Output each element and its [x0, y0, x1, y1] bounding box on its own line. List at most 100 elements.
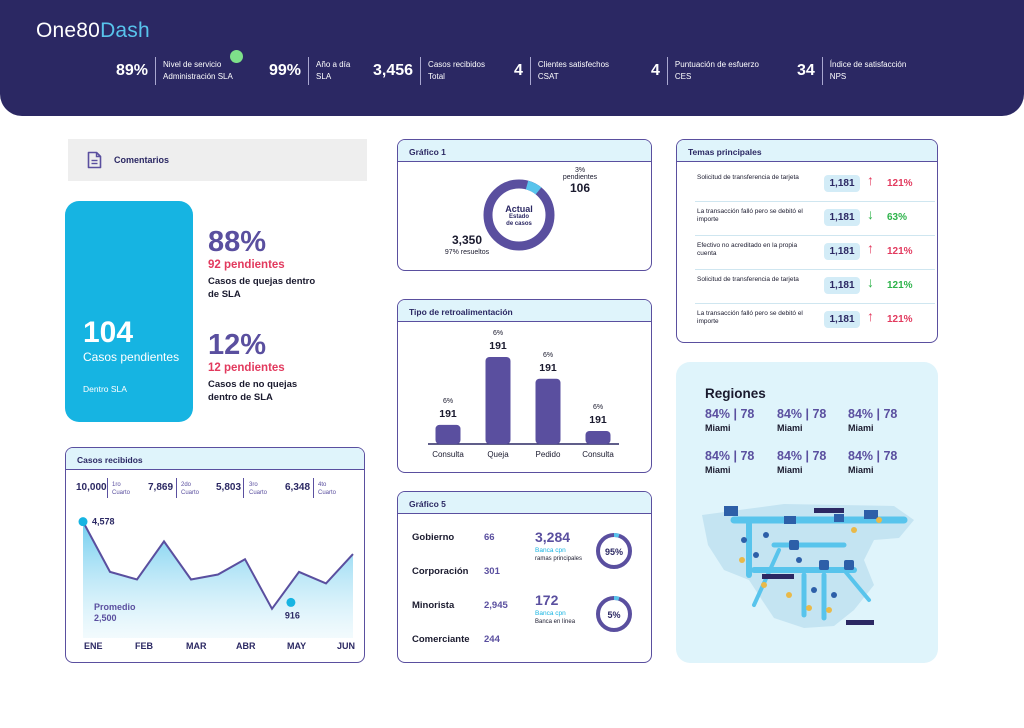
area-fill [83, 521, 353, 638]
comments-button[interactable]: Comentarios [68, 139, 367, 181]
topic-row[interactable]: Solicitud de transferencia de tarjeta 1,… [695, 270, 935, 304]
complaints-pending: 92 pendientes [208, 259, 285, 271]
app-logo[interactable]: One80Dash [36, 19, 150, 42]
kpi-service-level[interactable]: 89% Nivel de servicio Administración SLA [116, 56, 233, 86]
kpi-ces[interactable]: 4 Puntuación de esfuerzo CES [651, 56, 759, 86]
quarter-1-value: 10,000 [76, 482, 107, 493]
topic-count-pill: 1,181 [824, 243, 860, 260]
topic-row[interactable]: Efectivo no acreditado en la propia cuen… [695, 236, 935, 270]
sector-name-gobierno: Gobierno [412, 532, 455, 543]
bar-category-label: Queja [487, 450, 509, 459]
bar-category-label: Consulta [582, 450, 614, 459]
quarter-3-label: 3ro Cuarto [249, 482, 268, 496]
top-topics-title: Temas principales [677, 140, 937, 162]
resolved-slice-label: 3,350 97% resueltos [444, 233, 490, 256]
grafico-1-panel: Gráfico 1 Actual Estado de casos 3% pend… [397, 139, 652, 271]
bar-pct-label: 6% [443, 398, 453, 405]
comments-label: Comentarios [114, 155, 170, 165]
bar-category-label: Pedido [536, 450, 561, 459]
bar-value-label: 191 [439, 408, 457, 420]
channel-main-pct: 95% [604, 547, 623, 557]
region-item[interactable]: 84% | 78 Miami [705, 407, 755, 433]
arrow-up-icon: ↑ [867, 240, 874, 256]
feedback-type-panel: Tipo de retroalimentación 6% 191 Consulta 6… [397, 299, 652, 473]
channel-online: 172 Banca cpn Banca en línea [535, 592, 576, 625]
x-tick-mar: MAR [186, 641, 207, 651]
top-header: One80Dash 89% Nivel de servicio Administr… [0, 0, 1024, 116]
quarter-2-value: 7,869 [148, 482, 174, 493]
pending-label: Casos pendientes [83, 350, 180, 364]
kpi-csat[interactable]: 4 Clientes satisfechos CSAT [514, 56, 609, 86]
topic-row[interactable]: La transacción falló pero se debitó el i… [695, 202, 935, 236]
topic-row[interactable]: La transacción falló pero se debitó el i… [695, 304, 935, 338]
feedback-bar-chart: 6% 191 Consulta 6% 191 Queja 6% 191 Pedido 6% 191 C… [428, 330, 619, 459]
donut-resolved-slice [483, 179, 555, 251]
top-topics-panel: Temas principales Solicitud de transfere… [676, 139, 938, 343]
feedback-type-title: Tipo de retroalimentación [398, 300, 651, 322]
grafico-5-title: Gráfico 5 [398, 492, 651, 514]
point-label: 4,578 [92, 517, 115, 527]
complaints-block: 88% 92 pendientes Casos de quejas dentro… [208, 227, 328, 301]
topic-count-pill: 1,181 [824, 209, 860, 226]
kpi-nps[interactable]: 34 Índice de satisfacción NPS [797, 56, 906, 86]
bar-pct-label: 6% [543, 352, 553, 359]
arrow-up-icon: ↑ [867, 172, 874, 188]
cases-received-title: Casos recibidos [66, 448, 364, 470]
grafico-1-title: Gráfico 1 [398, 140, 651, 162]
sector-value-corporacion: 301 [484, 566, 500, 577]
region-item[interactable]: 84% | 78 Miami [848, 407, 898, 433]
pending-slice-label: 3% pendientes 106 [562, 167, 598, 195]
kpi-year-to-date[interactable]: 99% Año a día SLA [269, 56, 350, 86]
status-donut-chart [483, 179, 555, 251]
topic-count-pill: 1,181 [824, 277, 860, 294]
complaints-desc: Casos de quejas dentro de SLA [208, 276, 316, 300]
arrow-down-icon: ↓ [867, 274, 874, 290]
x-tick-feb: FEB [135, 641, 153, 651]
region-item[interactable]: 84% | 78 Miami [705, 449, 755, 475]
non-complaints-block: 12% 12 pendientes Casos de no quejas den… [208, 330, 328, 404]
sector-name-comerciante: Comerciante [412, 634, 470, 645]
grafico-5-panel: Gráfico 5 Gobierno 66 Corporación 301 Mi… [397, 491, 652, 663]
channel-main-ring [596, 533, 632, 569]
topic-row[interactable]: Solicitud de transferencia de tarjeta 1,… [695, 168, 935, 202]
arrow-down-icon: ↓ [867, 206, 874, 222]
x-tick-abr: ABR [236, 641, 256, 651]
pending-count: 104 [83, 316, 134, 349]
sector-value-gobierno: 66 [484, 532, 495, 543]
regions-panel: Regiones 84% | 78 Miami 84% | 78 Miami 84%… [676, 362, 938, 663]
region-item[interactable]: 84% | 78 Miami [777, 449, 827, 475]
donut-center-label: Actual Estado de casos [505, 204, 533, 227]
topic-count-pill: 1,181 [824, 175, 860, 192]
non-complaints-pct: 12% [208, 329, 267, 361]
bar [585, 430, 611, 444]
regions-title: Regiones [705, 386, 766, 401]
arrow-up-icon: ↑ [867, 308, 874, 324]
bar-value-label: 191 [539, 362, 557, 374]
non-complaints-desc: Casos de no quejas dentro de SLA [208, 379, 298, 403]
region-item[interactable]: 84% | 78 Miami [777, 407, 827, 433]
quarter-2-label: 2do Cuarto [181, 482, 200, 496]
status-online-dot [230, 50, 243, 63]
map-label-south [846, 620, 874, 625]
complaints-pct: 88% [208, 226, 267, 258]
bar-category-label: Consulta [432, 450, 464, 459]
document-icon [87, 151, 102, 169]
bar [535, 378, 561, 444]
map-label-central [762, 574, 794, 579]
sector-name-minorista: Minorista [412, 600, 455, 611]
airport-map[interactable] [694, 500, 922, 630]
channel-online-pct: 5% [607, 610, 621, 620]
highlight-point [78, 517, 88, 527]
pending-cases-card[interactable]: 104 Casos pendientes Dentro SLA [65, 201, 193, 422]
x-tick-ene: ENE [84, 641, 103, 651]
series-line [82, 521, 354, 611]
bar [485, 357, 511, 444]
bar-value-label: 191 [489, 340, 507, 352]
sector-value-minorista: 2,945 [484, 600, 508, 611]
sector-name-corporacion: Corporación [412, 566, 469, 577]
pending-sub: Dentro SLA [83, 384, 127, 394]
channel-online-ring [596, 596, 632, 632]
region-item[interactable]: 84% | 78 Miami [848, 449, 898, 475]
kpi-cases-received[interactable]: 3,456 Casos recibidos Total [373, 56, 485, 86]
non-complaints-pending: 12 pendientes [208, 362, 285, 374]
